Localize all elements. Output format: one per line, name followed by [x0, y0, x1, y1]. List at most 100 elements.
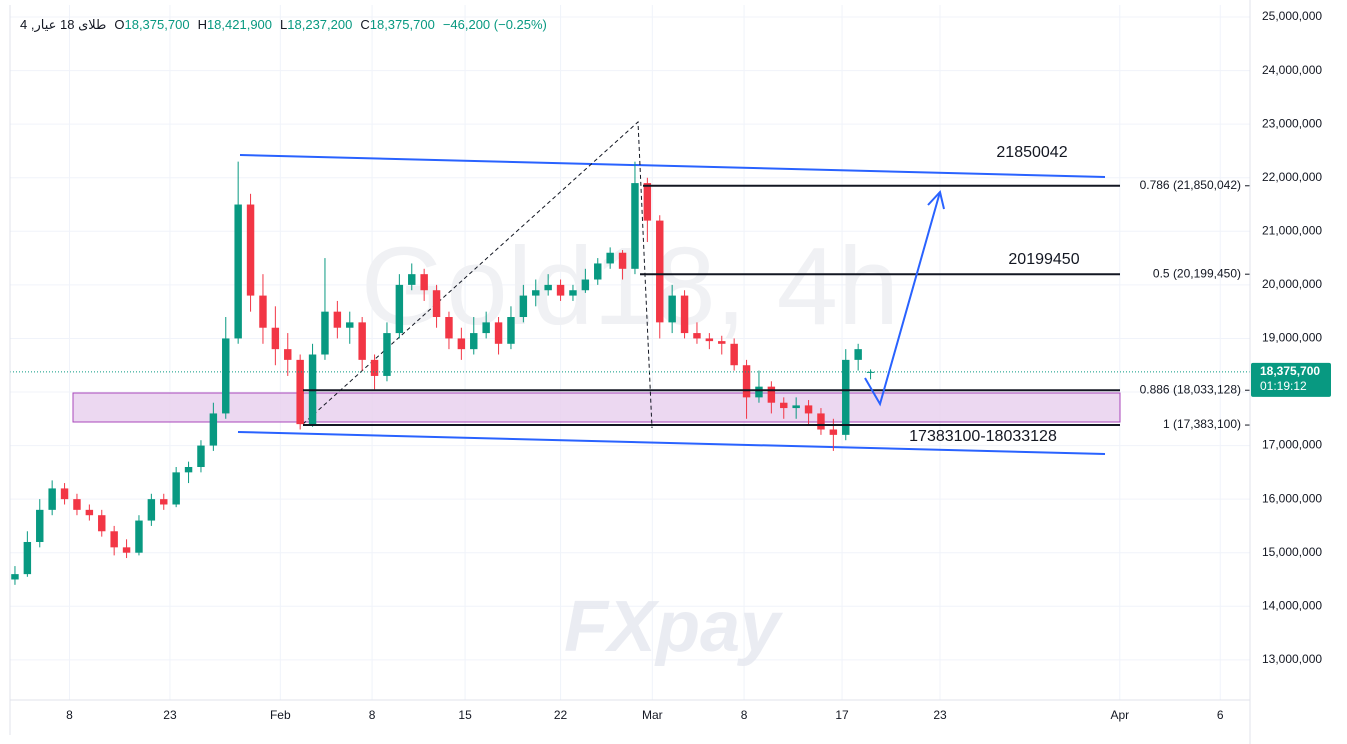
candle-body	[532, 290, 540, 296]
x-tick-label: 8	[369, 708, 376, 722]
candle-body	[110, 531, 118, 548]
candle-body	[631, 183, 639, 269]
candle-body	[209, 413, 218, 446]
candle-body	[296, 359, 304, 425]
y-tick-label: 20,000,000	[1262, 277, 1322, 291]
candle-body	[408, 274, 416, 285]
candle-body	[842, 359, 850, 435]
candle-body	[60, 488, 69, 500]
fib-label: 0.886 (18,033,128)	[1140, 382, 1241, 396]
last-price-label: 18,375,700	[1260, 364, 1320, 378]
symbol: طلای 18 عیار, 4	[20, 17, 107, 32]
value: 18,237,200	[287, 17, 353, 32]
label: H	[197, 17, 207, 32]
candle-body	[618, 252, 627, 269]
y-tick-label: 25,000,000	[1262, 9, 1322, 23]
candle-body	[36, 509, 44, 542]
zone-box	[72, 392, 1121, 423]
label: L	[280, 17, 288, 32]
ohlc-l: L18,237,200	[280, 17, 352, 33]
candle-body	[718, 341, 726, 344]
ohlc-h: H18,421,900	[198, 17, 272, 33]
candle-body	[594, 263, 602, 280]
watermark: Gold18, 4h	[361, 225, 899, 348]
candle-body	[432, 290, 441, 318]
y-tick-label: 13,000,000	[1262, 652, 1322, 666]
candle-body	[370, 359, 379, 376]
candle-body	[160, 499, 168, 505]
label: O	[114, 17, 125, 32]
candle-body	[668, 295, 676, 323]
candle-body	[742, 365, 751, 398]
candle-body	[333, 311, 342, 328]
candle-body	[767, 386, 776, 403]
candle-body	[321, 311, 329, 355]
x-tick-label: Mar	[642, 708, 663, 722]
candle-body	[705, 338, 714, 342]
y-tick-label: 16,000,000	[1262, 491, 1322, 505]
change: −46,200 (−0.25%)	[442, 17, 547, 32]
ohlc-c: C18,375,700	[360, 17, 434, 33]
fib-label: 1 (17,383,100)	[1163, 417, 1241, 431]
candle-body	[85, 509, 94, 516]
axes: 13,000,000 14,000,000 15,000,000 16,000,000…	[66, 9, 1331, 722]
candle-body	[98, 515, 106, 532]
x-tick-label: Feb	[270, 708, 291, 722]
candle-body	[420, 274, 428, 291]
candle-body	[606, 252, 614, 264]
y-tick-label: 14,000,000	[1262, 598, 1322, 612]
candle-body	[246, 204, 255, 296]
candle-body	[804, 405, 813, 414]
candle-body	[829, 429, 838, 435]
x-tick-label: 17	[835, 708, 849, 722]
candle-body	[457, 338, 466, 350]
x-tick-label: 8	[741, 708, 748, 722]
candle-body	[358, 322, 366, 360]
candle-body	[569, 290, 577, 296]
candle-body	[184, 466, 193, 473]
y-tick-label: 24,000,000	[1262, 63, 1322, 77]
y-tick-label: 15,000,000	[1262, 545, 1322, 559]
x-tick-label: Apr	[1110, 708, 1129, 722]
candle-body	[854, 349, 862, 360]
candle-body	[11, 574, 19, 580]
candle-body	[172, 472, 180, 505]
candle-body	[482, 322, 490, 334]
candle-body	[346, 322, 354, 328]
legend-header: طلای 18 عیار, 4 O18,375,700 H18,421,900 …	[20, 17, 547, 33]
fib-trend	[302, 120, 653, 429]
candle-body	[284, 349, 292, 360]
x-tick-label: 22	[554, 708, 568, 722]
y-tick-label: 19,000,000	[1262, 331, 1322, 345]
candle-body	[730, 343, 738, 366]
candle-body	[147, 499, 156, 521]
candle-body	[507, 317, 515, 344]
fib-label: 0.786 (21,850,042)	[1140, 178, 1241, 192]
label: C	[360, 17, 370, 32]
candle-body	[135, 520, 143, 553]
candle-body	[656, 220, 664, 323]
lower-trendline	[237, 431, 1106, 455]
candle-body	[780, 402, 788, 409]
x-tick-label: 15	[458, 708, 472, 722]
candle-body	[643, 183, 652, 221]
candle-body	[445, 317, 453, 339]
annotation: 21850042	[996, 144, 1067, 161]
logo: FXpay	[564, 587, 784, 667]
candle-body	[73, 499, 81, 510]
annotation: 17383100-18033128	[909, 428, 1057, 445]
ohlc-o: O18,375,700	[114, 17, 189, 33]
candle-body	[581, 279, 590, 291]
candle-body	[234, 204, 242, 339]
candle-body	[48, 488, 56, 510]
y-tick-label: 22,000,000	[1262, 170, 1322, 184]
candle-body	[197, 445, 205, 467]
candle-body	[383, 333, 391, 376]
candle-body	[556, 284, 565, 296]
candle-body	[222, 338, 230, 414]
candle-body	[817, 413, 825, 430]
projection-arrow	[864, 191, 941, 407]
x-tick-label: 8	[66, 708, 73, 722]
